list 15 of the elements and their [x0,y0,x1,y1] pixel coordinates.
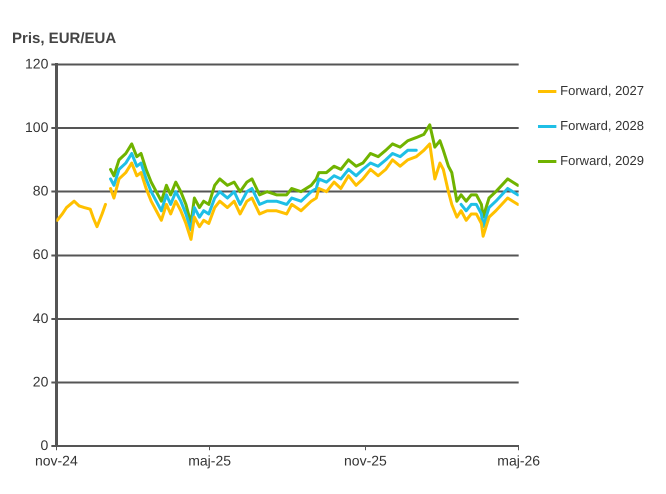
y-tick-label: 60 [32,246,49,262]
y-tick-label: 80 [32,182,49,199]
y-tick-label: 100 [25,118,49,135]
y-tick-label: 20 [32,373,49,390]
legend-label: Forward, 2028 [560,118,644,134]
x-tick-label: nov-25 [344,452,388,468]
y-axis-title: Pris, EUR/EUA [11,29,118,49]
legend-label: Forward, 2027 [560,83,644,98]
x-tick-label: maj-25 [188,452,232,468]
y-tick-label: 40 [32,310,49,326]
y-tick-label: 120 [25,55,49,72]
x-tick-label: nov-24 [34,452,78,468]
x-tick-label: maj-26 [497,452,540,468]
legend-label: Forward, 2029 [560,153,644,168]
y-tick-label: 0 [40,437,49,454]
